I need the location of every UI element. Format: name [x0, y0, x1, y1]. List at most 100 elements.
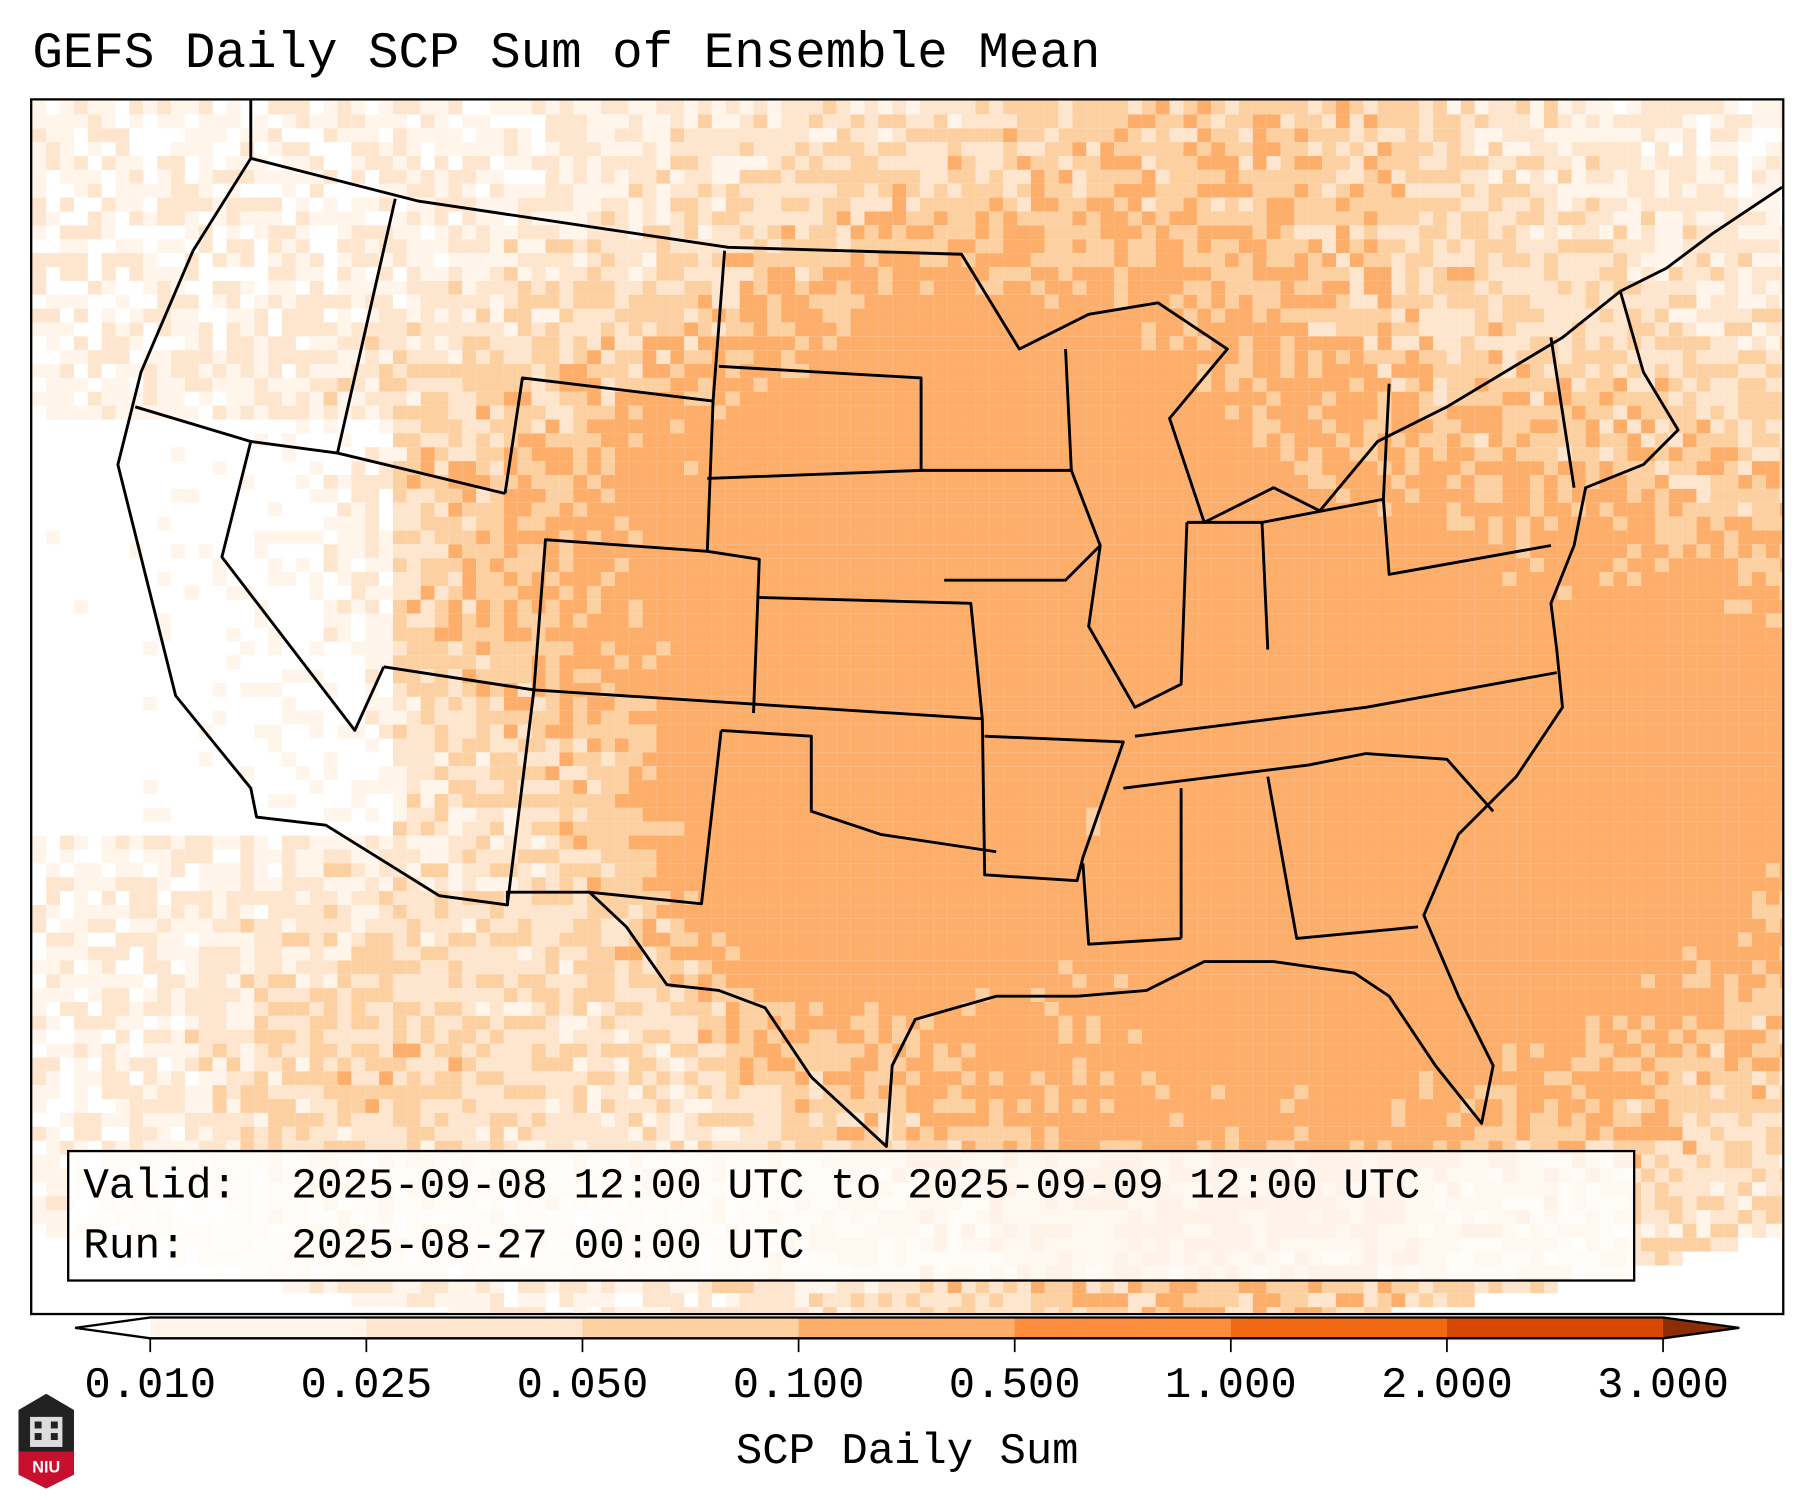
heatmap-cell — [184, 377, 199, 392]
heatmap-cell — [1363, 211, 1378, 226]
heatmap-cell — [1391, 308, 1406, 323]
heatmap-cell — [1738, 544, 1753, 559]
heatmap-cell — [1724, 599, 1739, 614]
heatmap-cell — [919, 364, 934, 378]
heatmap-cell — [1266, 239, 1281, 254]
heatmap-cell — [656, 474, 671, 489]
heatmap-cell — [628, 211, 643, 226]
heatmap-cell — [600, 364, 615, 378]
heatmap-cell — [1682, 183, 1697, 198]
heatmap-cell — [919, 419, 934, 434]
heatmap-cell — [517, 474, 532, 489]
heatmap-cell — [1668, 128, 1683, 143]
heatmap-cell — [1252, 641, 1267, 656]
heatmap-cell — [642, 156, 657, 170]
heatmap-cell — [1557, 266, 1572, 281]
heatmap-cell — [1502, 655, 1517, 670]
heatmap-cell — [850, 225, 865, 240]
heatmap-cell — [1488, 169, 1503, 184]
heatmap-cell — [1141, 128, 1156, 143]
heatmap-cell — [1779, 558, 1783, 573]
heatmap-cell — [795, 572, 809, 586]
heatmap-cell — [1668, 294, 1683, 309]
heatmap-cell — [878, 239, 893, 254]
heatmap-cell — [864, 696, 879, 711]
heatmap-cell — [1516, 405, 1531, 420]
heatmap-cell — [1446, 419, 1461, 434]
heatmap-cell — [1474, 641, 1489, 656]
heatmap-cell — [711, 627, 726, 642]
heatmap-cell — [698, 169, 712, 184]
heatmap-cell — [1627, 544, 1642, 559]
heatmap-cell — [628, 391, 643, 406]
heatmap-cell — [1627, 142, 1642, 157]
heatmap-cell — [1169, 655, 1184, 670]
heatmap-cell — [1363, 613, 1378, 628]
heatmap-cell — [1030, 391, 1045, 406]
heatmap-cell — [1197, 683, 1212, 697]
heatmap-cell — [1765, 516, 1780, 531]
heatmap-cell — [725, 377, 740, 392]
heatmap-cell — [1516, 530, 1531, 545]
heatmap-cell — [1446, 669, 1461, 684]
heatmap-cell — [32, 183, 47, 198]
heatmap-cell — [1030, 225, 1045, 240]
heatmap-cell — [1225, 211, 1239, 226]
heatmap-cell — [614, 100, 629, 115]
heatmap-cell — [725, 572, 740, 586]
heatmap-cell — [725, 100, 740, 115]
heatmap-cell — [1641, 391, 1655, 406]
heatmap-cell — [1405, 405, 1420, 420]
heatmap-cell — [1266, 100, 1281, 115]
heatmap-cell — [448, 294, 463, 309]
heatmap-cell — [1017, 405, 1031, 420]
heatmap-cell — [1696, 516, 1711, 531]
heatmap-cell — [268, 572, 282, 586]
heatmap-cell — [1363, 197, 1378, 212]
heatmap-cell — [559, 558, 574, 573]
heatmap-cell — [906, 433, 920, 448]
heatmap-cell — [781, 142, 796, 157]
heatmap-cell — [961, 308, 976, 323]
heatmap-cell — [1155, 447, 1170, 462]
heatmap-cell — [767, 572, 782, 586]
heatmap-cell — [656, 572, 671, 586]
heatmap-cell — [600, 613, 615, 628]
heatmap-cell — [1654, 641, 1669, 656]
heatmap-cell — [656, 100, 671, 115]
heatmap-cell — [1294, 197, 1309, 212]
heatmap-cell — [1252, 280, 1267, 295]
heatmap-cell — [725, 280, 740, 295]
heatmap-cell — [1238, 322, 1253, 337]
heatmap-cell — [1238, 364, 1253, 378]
heatmap-cell — [1127, 585, 1142, 600]
heatmap-cell — [171, 114, 185, 129]
heatmap-cell — [1030, 530, 1045, 545]
heatmap-cell — [725, 488, 740, 503]
heatmap-cell — [1280, 572, 1295, 586]
heatmap-cell — [656, 405, 671, 420]
heatmap-cell — [1488, 572, 1503, 586]
heatmap-cell — [1765, 627, 1780, 642]
heatmap-cell — [975, 183, 990, 198]
heatmap-cell — [1211, 433, 1226, 448]
heatmap-cell — [587, 280, 601, 295]
heatmap-cell — [1544, 419, 1558, 434]
heatmap-cell — [1155, 419, 1170, 434]
heatmap-cell — [1225, 225, 1239, 240]
heatmap-cell — [1710, 558, 1725, 573]
heatmap-cell — [1668, 613, 1683, 628]
heatmap-cell — [1238, 128, 1253, 143]
heatmap-cell — [1335, 350, 1350, 365]
heatmap-cell — [1086, 696, 1101, 711]
heatmap-cell — [767, 280, 782, 295]
heatmap-cell — [143, 280, 158, 295]
heatmap-cell — [1516, 114, 1531, 129]
heatmap-cell — [878, 447, 893, 462]
heatmap-cell — [60, 266, 74, 281]
heatmap-cell — [1030, 683, 1045, 697]
heatmap-cell — [989, 447, 1004, 462]
heatmap-cell — [1252, 530, 1267, 545]
heatmap-cell — [864, 683, 879, 697]
heatmap-cell — [268, 377, 282, 392]
